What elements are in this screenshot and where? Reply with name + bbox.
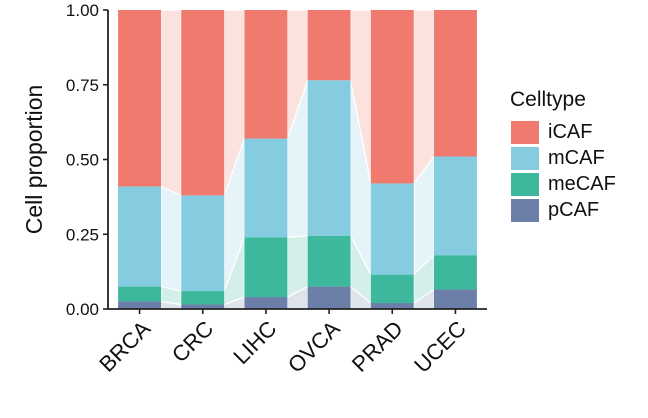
legend: Celltype iCAF mCAF meCAF pCAF xyxy=(505,88,635,223)
bar-segment-lihc-pcaf xyxy=(244,297,288,309)
stack-link-icaf-prad-ucec xyxy=(413,9,435,186)
y-tick-label-2: 0.50 xyxy=(66,151,99,170)
bar-segment-ucec-icaf xyxy=(433,10,477,157)
bar-segment-prad-mcaf xyxy=(370,183,414,275)
stack-link-mcaf-brca-crc xyxy=(160,185,182,292)
bar-segment-ucec-mecaf xyxy=(433,255,477,290)
bar-segment-ovca-mecaf xyxy=(307,235,351,287)
bar-segment-prad-icaf xyxy=(370,10,414,184)
legend-item-mcaf: mCAF xyxy=(505,145,635,171)
stack-link-layer xyxy=(160,9,435,310)
x-tick-label-lihc: LIHC xyxy=(228,316,281,369)
stack-link-icaf-brca-crc xyxy=(160,9,182,197)
bar-segment-lihc-mecaf xyxy=(244,237,288,298)
legend-label-mecaf: meCAF xyxy=(548,173,616,195)
legend-item-mecaf: meCAF xyxy=(505,171,635,197)
legend-item-icaf: iCAF xyxy=(505,119,635,145)
x-tick-label-prad: PRAD xyxy=(347,316,408,377)
y-tick-label-3: 0.75 xyxy=(66,76,99,95)
bar-segment-brca-pcaf xyxy=(118,301,162,309)
bar-segment-crc-mecaf xyxy=(181,291,225,305)
stack-link-mecaf-lihc-ovca xyxy=(286,235,309,299)
y-tick-label-1: 0.25 xyxy=(66,225,99,244)
legend-title: Celltype xyxy=(510,88,586,111)
bar-segment-lihc-icaf xyxy=(244,10,288,139)
y-tick-label-0: 0.00 xyxy=(66,300,99,319)
bar-segment-crc-mcaf xyxy=(181,195,225,292)
bar-segment-crc-icaf xyxy=(181,10,225,196)
legend-item-pcaf: pCAF xyxy=(505,197,635,223)
bar-segment-ovca-pcaf xyxy=(307,286,351,309)
y-axis-label: Cell proportion xyxy=(21,85,47,235)
legend-swatch-icaf xyxy=(511,120,539,144)
bar-segment-prad-pcaf xyxy=(370,303,414,309)
bar-segment-lihc-mcaf xyxy=(244,138,288,238)
legend-swatch-pcaf xyxy=(511,198,539,222)
bar-segment-crc-pcaf xyxy=(181,304,225,309)
bar-segment-prad-mecaf xyxy=(370,274,414,304)
x-tick-label-brca: BRCA xyxy=(94,316,155,377)
y-tick-label-4: 1.00 xyxy=(66,1,99,20)
x-tick-label-crc: CRC xyxy=(167,316,218,367)
bar-segment-brca-icaf xyxy=(118,10,162,187)
legend-swatch-mecaf xyxy=(511,172,539,196)
legend-items: iCAF mCAF meCAF pCAF xyxy=(505,119,635,223)
legend-label-icaf: iCAF xyxy=(548,121,593,143)
x-tick-label-ucec: UCEC xyxy=(409,316,471,378)
bar-segment-ucec-pcaf xyxy=(433,289,477,309)
bar-segment-ovca-mcaf xyxy=(307,80,351,236)
legend-label-pcaf: pCAF xyxy=(548,199,600,221)
bar-segment-ovca-icaf xyxy=(307,10,351,81)
bar-segment-ucec-mcaf xyxy=(433,156,477,256)
x-tick-label-ovca: OVCA xyxy=(283,316,345,378)
bar-segment-brca-mecaf xyxy=(118,286,162,302)
legend-swatch-mcaf xyxy=(511,146,539,170)
legend-label-mcaf: mCAF xyxy=(548,147,605,169)
bar-segment-brca-mcaf xyxy=(118,186,162,287)
bars-layer xyxy=(118,10,477,309)
